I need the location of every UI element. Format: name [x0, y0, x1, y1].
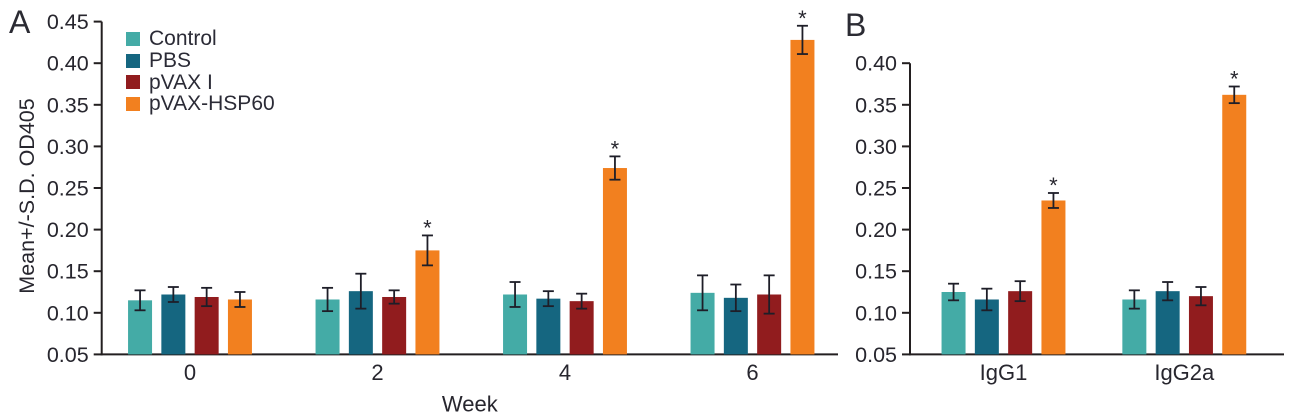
- legend-label-pvax-i: pVAX I: [149, 70, 213, 94]
- panel-b-letter: B: [845, 7, 867, 43]
- legend-label-pbs: PBS: [149, 49, 192, 73]
- y-tick-label: 0.30: [47, 135, 89, 159]
- y-tick-label: 0.40: [47, 52, 89, 76]
- y-tick-label: 0.35: [47, 93, 89, 117]
- legend-swatch-pvax-i-icon: [126, 75, 140, 90]
- significance-asterisk: *: [1049, 173, 1058, 198]
- bar-pbs-igg2a: [1155, 291, 1180, 355]
- x-category-label: 0: [184, 360, 196, 385]
- y-tick-label: 0.05: [855, 343, 897, 367]
- legend-swatch-pvax-hsp60-icon: [126, 96, 140, 111]
- y-tick-label: 0.20: [47, 218, 89, 242]
- y-tick-label: 0.10: [47, 301, 89, 325]
- y-tick-label: 0.15: [855, 260, 897, 284]
- y-tick-label: 0.05: [47, 343, 89, 367]
- y-tick-label: 0.30: [855, 135, 897, 159]
- x-category-label: 6: [746, 360, 758, 385]
- panel-b-chart: 0.05 0.10 0.15 0.20 0.25 0.30 0.35 0.40 * IgG1 * Ig…: [855, 52, 1284, 385]
- x-category-label: IgG2a: [1154, 360, 1215, 385]
- legend-label-pvax-hsp60: pVAX-HSP60: [149, 92, 275, 116]
- bar-pvax-hsp60-igg1: [1041, 200, 1066, 355]
- significance-asterisk: *: [611, 136, 620, 161]
- legend-swatch-pbs-icon: [126, 53, 140, 68]
- panel-a-letter: A: [9, 4, 31, 40]
- bar-pvax-hsp60-0: [227, 299, 252, 355]
- bar-pvax-hsp60-6: [790, 39, 815, 355]
- legend-item-pvax-hsp60: pVAX-HSP60: [126, 93, 275, 115]
- bar-control-igg1: [941, 292, 966, 355]
- legend: Control PBS pVAX I pVAX-HSP60: [126, 28, 275, 115]
- legend-item-control: Control: [126, 28, 275, 50]
- y-tick-label: 0.40: [855, 52, 897, 76]
- y-tick-label: 0.25: [855, 177, 897, 201]
- bar-pvax-hsp60-4: [602, 168, 627, 355]
- y-tick-label: 0.15: [47, 260, 89, 284]
- y-axis-title: Mean+/-S.D. OD405: [15, 98, 39, 293]
- significance-asterisk: *: [1230, 66, 1239, 91]
- x-category-label: 2: [371, 360, 383, 385]
- x-category-label: IgG1: [980, 360, 1028, 385]
- significance-asterisk: *: [798, 6, 807, 31]
- legend-swatch-control-icon: [126, 31, 140, 46]
- significance-asterisk: *: [423, 215, 432, 240]
- y-tick-label: 0.35: [855, 93, 897, 117]
- y-tick-label: 0.20: [855, 218, 897, 242]
- legend-item-pbs: PBS: [126, 50, 275, 72]
- bar-pvax-i-2: [382, 296, 407, 355]
- y-tick-label: 0.10: [855, 301, 897, 325]
- y-tick-label: 0.45: [47, 10, 89, 34]
- x-axis-title: Week: [442, 391, 499, 416]
- bar-pvax-hsp60-igg2a: [1222, 94, 1247, 355]
- bar-pbs-4: [536, 298, 561, 355]
- y-tick-label: 0.25: [47, 177, 89, 201]
- legend-item-pvax-i: pVAX I: [126, 71, 275, 93]
- panel-a-chart: 0.05 0.10 0.15 0.20 0.25 0.30 0.35 0.40 0.45 Mean…: [15, 6, 838, 416]
- x-category-label: 4: [559, 360, 571, 385]
- legend-label-control: Control: [149, 27, 217, 51]
- bar-pvax-i-4: [569, 301, 594, 355]
- bar-pbs-0: [161, 294, 186, 355]
- bar-pvax-hsp60-2: [415, 250, 440, 355]
